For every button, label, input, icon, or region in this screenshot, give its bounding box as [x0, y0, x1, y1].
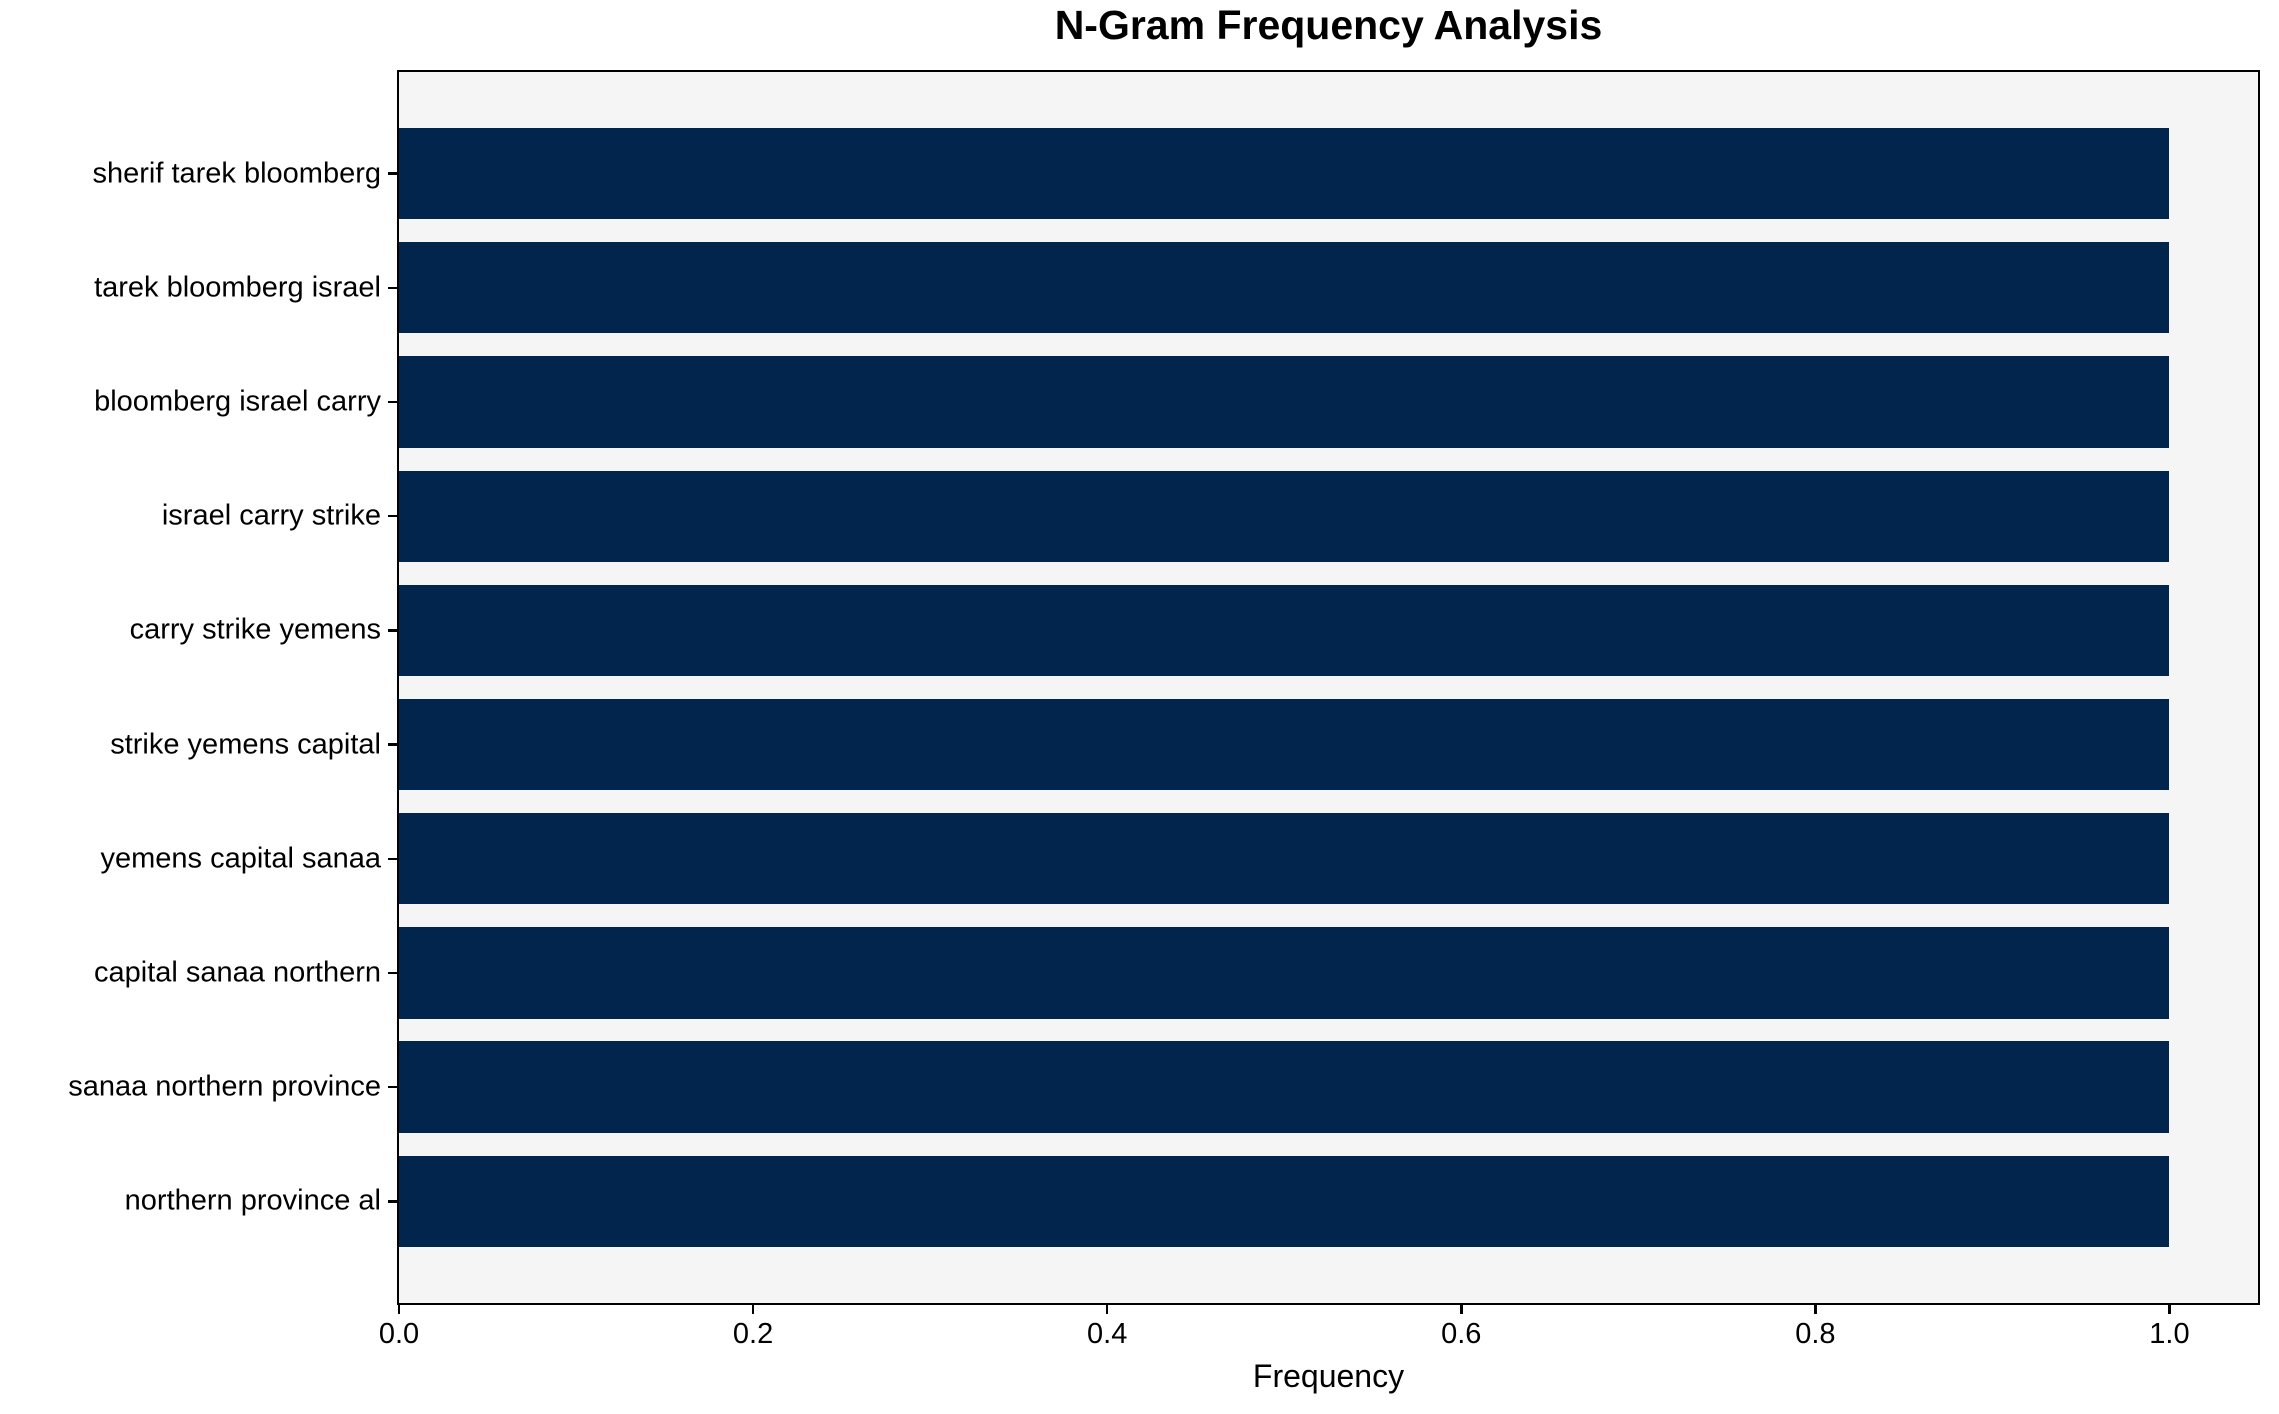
y-tick-label: northern province al	[124, 1184, 381, 1217]
chart-title: N-Gram Frequency Analysis	[1054, 2, 1603, 48]
bar	[399, 356, 2170, 448]
bar	[399, 470, 2170, 562]
bar	[399, 242, 2170, 334]
y-tick-label: sherif tarek bloomberg	[92, 157, 381, 190]
y-tick-mark	[388, 629, 397, 632]
bar	[399, 1155, 2170, 1248]
x-tick-mark	[1105, 1305, 1109, 1314]
y-tick-label: strike yemens capital	[110, 728, 381, 761]
y-tick-mark	[388, 514, 397, 518]
bar	[399, 813, 2170, 905]
bar	[399, 127, 2170, 220]
y-tick-mark	[388, 1200, 397, 1203]
y-tick-mark	[388, 857, 397, 861]
y-tick-mark	[388, 286, 397, 290]
x-tick-mark	[1814, 1305, 1817, 1314]
y-tick-label: israel carry strike	[161, 499, 381, 532]
x-tick-label: 0.6	[1441, 1318, 1482, 1350]
y-tick-label: tarek bloomberg israel	[94, 271, 381, 304]
x-tick-mark	[1460, 1305, 1463, 1314]
y-tick-label: sanaa northern province	[68, 1070, 381, 1103]
y-tick-label: capital sanaa northern	[94, 956, 381, 989]
y-tick-label: yemens capital sanaa	[100, 842, 382, 875]
y-tick-label: carry strike yemens	[129, 613, 381, 646]
bar	[399, 927, 2170, 1019]
x-tick-label: 0.0	[378, 1318, 420, 1350]
bar	[399, 1041, 2170, 1133]
x-tick-mark	[2168, 1305, 2171, 1314]
x-tick-label: 0.8	[1795, 1318, 1836, 1350]
x-axis-title: Frequency	[1252, 1358, 1405, 1394]
bar	[399, 584, 2170, 677]
plot-area	[397, 70, 2260, 1305]
y-tick-mark	[388, 172, 397, 175]
y-tick-mark	[388, 743, 397, 746]
x-tick-mark	[751, 1305, 755, 1314]
bar	[399, 698, 2170, 791]
y-tick-label: bloomberg israel carry	[94, 385, 381, 418]
y-tick-mark	[388, 971, 397, 975]
y-tick-mark	[388, 400, 397, 404]
y-tick-mark	[388, 1085, 397, 1089]
x-tick-mark	[397, 1305, 401, 1314]
x-tick-label: 0.2	[732, 1318, 774, 1350]
x-tick-label: 0.4	[1087, 1318, 1128, 1350]
x-tick-label: 1.0	[2149, 1318, 2190, 1350]
